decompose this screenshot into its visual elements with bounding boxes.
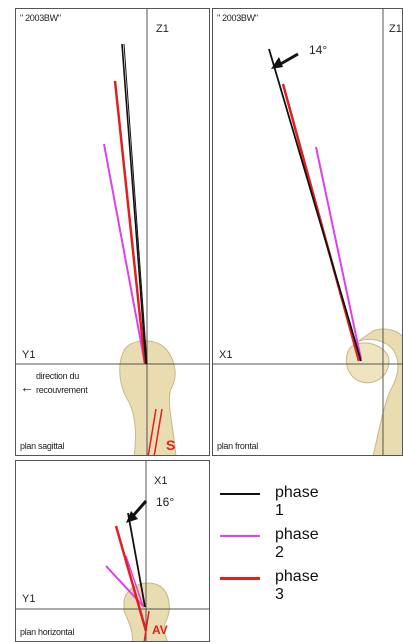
phase3-vector — [114, 525, 148, 632]
horizontal-angle-label: 16° — [156, 495, 175, 509]
sagittal-bone-marker: S — [166, 437, 176, 453]
legend-swatch-phase3 — [220, 577, 260, 580]
phase2-vector — [103, 143, 146, 365]
horizontal-plane-label: plan horizontal — [20, 627, 75, 637]
frontal-drawing — [213, 9, 402, 455]
horizontal-drawing — [16, 461, 209, 641]
phase1-vector — [268, 48, 362, 362]
frontal-header: " 2003BW" — [217, 13, 258, 23]
sagittal-axis-y: Y1 — [22, 349, 36, 361]
phase3-vector — [113, 80, 147, 365]
frontal-angle-label: 14° — [309, 43, 328, 57]
legend-label-phase2: phase 2 — [275, 526, 319, 561]
sagittal-axis-z: Z1 — [156, 23, 169, 35]
sagittal-drawing — [16, 9, 209, 455]
frontal-axis-x: X1 — [219, 349, 233, 361]
legend-swatch-phase2 — [220, 535, 260, 537]
frontal-plane-label: plan frontal — [217, 441, 258, 451]
phase2-vector — [315, 146, 362, 360]
sagittal-header: " 2003BW" — [20, 13, 61, 23]
horizontal-axis-y: Y1 — [22, 593, 36, 605]
legend-label-phase1: phase 1 — [275, 484, 319, 519]
frontal-axis-z: Z1 — [389, 23, 402, 35]
legend-swatch-phase1 — [220, 493, 260, 495]
direction-arrow-icon: ← — [20, 379, 34, 395]
horizontal-panel: X1 16° Y1 plan horizontal AV — [15, 460, 210, 642]
legend-label-phase3: phase 3 — [275, 568, 319, 603]
direction-label-line1: direction du — [36, 371, 79, 381]
phase1-vector — [121, 43, 147, 365]
sagittal-plane-label: plan sagittal — [20, 441, 65, 451]
direction-label-line2: recouvrement — [36, 385, 88, 395]
horizontal-axis-x: X1 — [154, 475, 168, 487]
horizontal-bone-marker: AV — [152, 623, 168, 637]
sagittal-panel: " 2003BW" Z1 Y1 ← direction du recouvrem… — [15, 8, 210, 456]
frontal-panel: " 2003BW" Z1 14° X1 plan frontal — [212, 8, 403, 456]
phase1-vector — [127, 512, 146, 608]
femur-bone — [352, 328, 402, 455]
femur-bone — [119, 340, 177, 455]
